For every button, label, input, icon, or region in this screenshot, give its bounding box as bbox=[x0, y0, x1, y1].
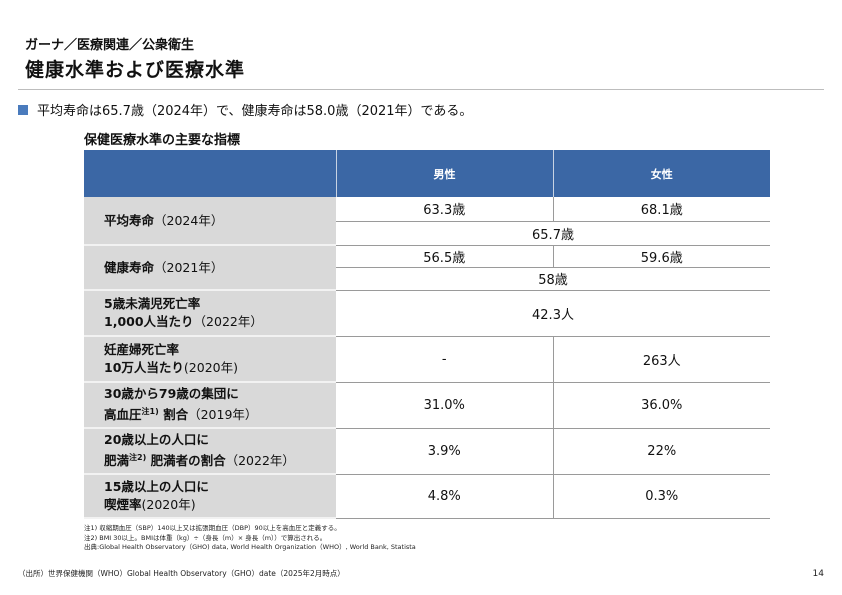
footnote-marker: 注2) bbox=[129, 453, 147, 463]
footnotes: 注1) 収縮期血圧（SBP）140以上又は拡張期血圧（DBP）90以上を高血圧と… bbox=[84, 524, 416, 553]
label-text: 妊産婦死亡率 bbox=[104, 342, 180, 357]
label-text: 5歳未満児死亡率 bbox=[104, 296, 201, 311]
label-year: （2019年） bbox=[188, 407, 258, 423]
table-row: 20歳以上の人口に 肥満注2) 肥満者の割合（2022年） 3.9% 22% bbox=[84, 428, 770, 475]
cell-male: - bbox=[336, 336, 553, 383]
cell-total: 65.7歳 bbox=[336, 221, 770, 246]
label-text: 15歳以上の人口に bbox=[104, 479, 209, 494]
square-bullet-icon bbox=[18, 104, 28, 115]
footnote-1: 注1) 収縮期血圧（SBP）140以上又は拡張期血圧（DBP）90以上を高血圧と… bbox=[84, 524, 341, 532]
cell-male: 56.5歳 bbox=[336, 245, 553, 268]
cell-female: 68.1歳 bbox=[552, 197, 770, 222]
cell-female: 36.0% bbox=[552, 382, 770, 429]
cell-male: 31.0% bbox=[336, 382, 553, 429]
cell-male: 4.8% bbox=[336, 474, 553, 519]
footnote-source: 出典:Global Health Observatory（GHO) data, … bbox=[84, 543, 416, 551]
breadcrumb: ガーナ／医療関連／公衆衛生 bbox=[25, 38, 195, 53]
page-title: 健康水準および医療水準 bbox=[25, 59, 246, 81]
label-text: 20歳以上の人口に bbox=[104, 432, 209, 448]
table-row: 15歳以上の人口に 喫煙率(2020年) 4.8% 0.3% bbox=[84, 474, 770, 519]
cell-female: 0.3% bbox=[552, 474, 770, 519]
label-year: （2021年） bbox=[154, 259, 224, 275]
header-female: 女性 bbox=[552, 150, 770, 197]
header-blank bbox=[84, 150, 336, 197]
cell-male: 3.9% bbox=[336, 428, 553, 475]
divider bbox=[18, 89, 824, 90]
cell-total: 42.3人 bbox=[336, 290, 770, 337]
table-row: 妊産婦死亡率 10万人当たり(2020年) - 263人 bbox=[84, 336, 770, 383]
label-text: 平均寿命 bbox=[104, 212, 155, 228]
label-text: 肥満者の割合 bbox=[146, 453, 226, 469]
table-row: 健康寿命（2021年） 56.5歳 59.6歳 bbox=[84, 245, 770, 291]
label-text: 1,000人当たり bbox=[104, 314, 194, 329]
table-row: 58歳 bbox=[84, 267, 770, 291]
header-male: 男性 bbox=[335, 150, 553, 197]
table-title: 保健医療水準の主要な指標 bbox=[84, 133, 241, 148]
source-note: （出所）世界保健機関（WHO）Global Health Observatory… bbox=[18, 569, 345, 578]
table-row: 平均寿命（2024年） 63.3歳 68.1歳 bbox=[84, 197, 770, 246]
label-text: 高血圧 bbox=[104, 407, 142, 423]
table-row: 65.7歳 bbox=[84, 221, 770, 246]
label-year: （2024年） bbox=[154, 212, 224, 228]
table-row: 30歳から79歳の集団に 高血圧注1) 割合（2019年） 31.0% 36.0… bbox=[84, 382, 770, 429]
row-label-obesity: 20歳以上の人口に 肥満注2) 肥満者の割合（2022年） bbox=[84, 428, 336, 475]
cell-female: 22% bbox=[552, 428, 770, 475]
cell-male: 63.3歳 bbox=[336, 197, 553, 222]
row-label-maternal-mortality: 妊産婦死亡率 10万人当たり(2020年) bbox=[84, 336, 336, 383]
summary-bullet: 平均寿命は65.7歳（2024年）で、健康寿命は58.0歳（2021年）である。 bbox=[18, 100, 472, 119]
row-label-smoking: 15歳以上の人口に 喫煙率(2020年) bbox=[84, 474, 336, 519]
label-year: （2022年） bbox=[225, 453, 295, 469]
label-text: 肥満 bbox=[104, 453, 130, 469]
label-year: （2022年） bbox=[193, 314, 263, 329]
cell-female: 263人 bbox=[552, 336, 770, 383]
label-text: 喫煙率 bbox=[104, 497, 142, 512]
footnote-2: 注2) BMI 30以上。BMIは体重（kg）÷（身長（m）× 身長（m））で算… bbox=[84, 533, 327, 542]
label-text: 30歳から79歳の集団に bbox=[104, 386, 239, 402]
page-number: 14 bbox=[812, 569, 824, 579]
row-label-under5-mortality: 5歳未満児死亡率 1,000人当たり（2022年） bbox=[84, 290, 336, 337]
indicator-table: 男性 女性 平均寿命（2024年） 63.3歳 68.1歳 65.7歳 健康寿命… bbox=[84, 150, 770, 519]
table-row: 5歳未満児死亡率 1,000人当たり（2022年） 42.3人 bbox=[84, 290, 770, 337]
row-label-hypertension: 30歳から79歳の集団に 高血圧注1) 割合（2019年） bbox=[84, 382, 336, 429]
footnote-marker: 注1) bbox=[141, 407, 159, 417]
row-label-life-expectancy: 平均寿命（2024年） bbox=[84, 197, 336, 246]
table-header-row: 男性 女性 bbox=[84, 150, 770, 197]
cell-total: 58歳 bbox=[336, 267, 770, 291]
summary-text: 平均寿命は65.7歳（2024年）で、健康寿命は58.0歳（2021年）である。 bbox=[37, 104, 473, 119]
label-year: (2020年) bbox=[183, 360, 238, 375]
row-label-healthy-life-expectancy: 健康寿命（2021年） bbox=[84, 245, 336, 291]
cell-female: 59.6歳 bbox=[552, 245, 770, 268]
label-text: 割合 bbox=[158, 407, 189, 423]
label-text: 健康寿命 bbox=[104, 259, 155, 275]
label-year: (2020年) bbox=[141, 497, 196, 512]
label-text: 10万人当たり bbox=[104, 360, 184, 375]
